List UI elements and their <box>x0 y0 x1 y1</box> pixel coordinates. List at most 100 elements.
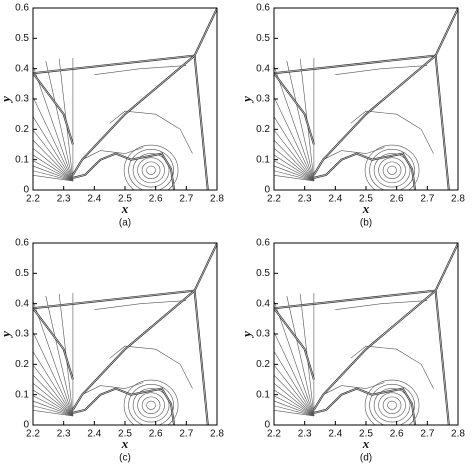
contour-line <box>274 400 315 417</box>
x-tick-label: 2.5 <box>118 429 132 440</box>
shock-line <box>33 308 74 380</box>
y-tick-label: 0.5 <box>15 33 29 44</box>
contour-line <box>350 345 434 389</box>
plot-area <box>33 8 217 190</box>
y-tick-label: 0.3 <box>15 329 29 340</box>
x-axis-label: x <box>121 201 129 216</box>
shock-line <box>313 153 416 190</box>
contour-line <box>382 161 402 179</box>
y-tick-label: 0.5 <box>256 33 270 44</box>
y-axis-label: y <box>0 96 13 104</box>
plot-area <box>274 8 458 190</box>
contour-line <box>378 157 406 184</box>
contour-line <box>274 382 315 417</box>
y-tick-label: 0.3 <box>256 329 270 340</box>
shock-line <box>274 73 315 145</box>
y-tick-label: 0.4 <box>256 298 270 309</box>
contour-line <box>146 165 156 175</box>
x-tick-label: 2.6 <box>149 194 163 205</box>
contour-line <box>382 396 402 414</box>
panel-caption: (b) <box>360 218 372 229</box>
contour-line <box>33 160 74 182</box>
contour-line <box>94 65 187 75</box>
contour-line <box>274 374 315 417</box>
y-tick-label: 0.2 <box>256 124 270 135</box>
y-tick-label: 0.3 <box>15 94 29 105</box>
shock-line <box>33 73 74 145</box>
shock-line <box>435 8 458 56</box>
contour-line <box>286 60 315 181</box>
y-tick-label: 0.2 <box>256 359 270 370</box>
y-tick-label: 0.5 <box>256 268 270 279</box>
y-tick-label: 0.6 <box>15 238 29 249</box>
contour-line <box>274 299 315 416</box>
contour-line <box>109 110 193 154</box>
x-tick-label: 2.5 <box>359 429 373 440</box>
contour-line <box>364 144 420 190</box>
x-axis-label: x <box>362 201 370 216</box>
contour-line <box>378 392 406 419</box>
contour-line <box>33 374 74 417</box>
contour-line <box>123 379 179 425</box>
contour-line <box>364 379 420 425</box>
x-tick-label: 2.6 <box>149 429 163 440</box>
contour-line <box>109 345 193 389</box>
y-tick-label: 0.3 <box>256 94 270 105</box>
shock-line <box>194 290 209 425</box>
contour-line <box>33 147 74 182</box>
y-axis-label: y <box>239 331 254 339</box>
contour-line <box>274 405 314 417</box>
contour-line <box>274 409 314 417</box>
contour-line <box>132 388 170 423</box>
contour-line <box>369 148 415 190</box>
y-tick-label: 0.1 <box>256 154 270 165</box>
contour-line <box>322 382 385 395</box>
contour-line <box>33 139 74 182</box>
shock-line <box>313 55 436 175</box>
panel-caption: (d) <box>360 453 372 464</box>
shock-line <box>72 290 195 410</box>
x-tick-label: 2.2 <box>26 429 40 440</box>
contour-line <box>33 405 73 417</box>
shock-line <box>72 153 175 190</box>
contour-line <box>33 170 73 182</box>
x-tick-label: 2.7 <box>420 194 434 205</box>
panel-caption: (a) <box>119 218 131 229</box>
shock-line <box>194 8 217 56</box>
shock-line <box>194 55 209 190</box>
x-tick-label: 2.3 <box>57 194 71 205</box>
contour-line <box>274 174 314 182</box>
panel: 2.2 2.3 2.4 2.5 2.6 2.7 2.8 0 0.1 0.2 0.3 0.4 0.5 0.6… <box>0 238 224 464</box>
contour-line <box>141 161 161 179</box>
contour-line <box>33 96 74 182</box>
x-tick-label: 2.4 <box>87 429 101 440</box>
x-tick-label: 2.5 <box>359 194 373 205</box>
contour-line <box>33 382 74 417</box>
x-tick-label: 2.2 <box>267 194 281 205</box>
contour-line <box>33 364 74 417</box>
contour-line <box>141 396 161 414</box>
x-tick-label: 2.2 <box>267 429 281 440</box>
contour-line <box>123 144 179 190</box>
contour-line <box>274 160 315 182</box>
shock-line <box>274 290 436 309</box>
contour-line <box>33 154 74 182</box>
shock-line <box>435 243 458 291</box>
contour-line <box>322 147 385 160</box>
contour-line <box>286 295 315 416</box>
contour-line <box>274 389 315 417</box>
x-tick-label: 2.6 <box>390 194 404 205</box>
contour-line <box>33 165 74 182</box>
contour-line <box>274 364 315 417</box>
contour-line <box>33 129 74 182</box>
y-tick-label: 0.4 <box>15 298 29 309</box>
contour-line <box>274 96 315 182</box>
x-tick-label: 2.6 <box>390 429 404 440</box>
y-tick-label: 0.1 <box>15 154 29 165</box>
x-tick-label: 2.8 <box>210 194 224 205</box>
contour-line <box>128 148 174 190</box>
contour-line <box>146 400 156 410</box>
plot-area <box>33 243 217 425</box>
contour-line <box>274 64 315 181</box>
